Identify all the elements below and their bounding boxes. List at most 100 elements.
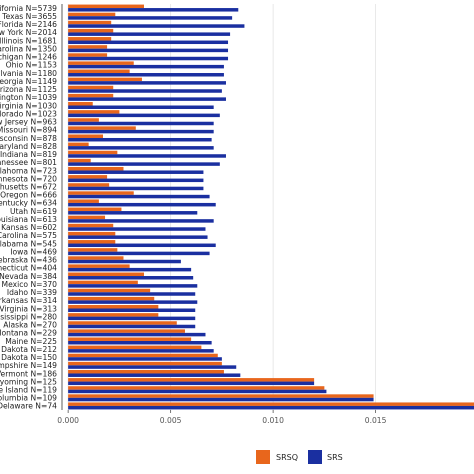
bar-srsq-26: Louisiana N=613 SRSQ: 0.0018 bbox=[68, 215, 106, 220]
bar-srsq-2: Florida N=2146 SRSQ: 0.0021 bbox=[68, 20, 112, 25]
bar-srsq-11: Washington N=1039 SRSQ: 0.0022 bbox=[68, 93, 114, 98]
bar-srs-11: Washington N=1039 SRS: 0.0077 bbox=[68, 97, 226, 101]
bar-srs-12: Virginia N=1030 SRS: 0.0071 bbox=[68, 105, 214, 109]
bar-srs-43: South Dakota N=150 SRS: 0.0075 bbox=[68, 357, 222, 361]
bar-srs-2: Florida N=2146 SRS: 0.0086 bbox=[68, 24, 245, 28]
category-label: Colorado N=1023 bbox=[0, 109, 57, 118]
bar-srsq-20: Oklahoma N=723 SRSQ: 0.0027 bbox=[68, 166, 124, 171]
bar-srsq-38: Mississippi N=280 SRSQ: 0.0044 bbox=[68, 313, 159, 317]
bar-srs-5: North Carolina N=1350 SRS: 0.0078 bbox=[68, 48, 229, 53]
category-label: Montana N=229 bbox=[0, 329, 57, 338]
bar-srsq-28: South Carolina N=575 SRSQ: 0.0023 bbox=[68, 231, 116, 236]
bar-srsq-47: Rhode Island N=119 SRSQ: 0.0125 bbox=[68, 386, 325, 390]
category-label: South Carolina N=575 bbox=[0, 231, 57, 240]
category-label: Indiana N=819 bbox=[0, 150, 57, 159]
x-tick-label-3: 0.015 bbox=[365, 416, 387, 425]
bar-srsq-0: California N=5739 SRSQ: 0.0037 bbox=[68, 4, 144, 9]
bar-srs-38: Mississippi N=280 SRS: 0.0062 bbox=[68, 316, 196, 321]
bar-srsq-35: Idaho N=339 SRSQ: 0.004 bbox=[68, 288, 151, 293]
bar-srsq-40: Montana N=229 SRSQ: 0.0057 bbox=[68, 329, 185, 333]
category-label: District of Columbia N=109 bbox=[0, 394, 57, 403]
category-label: Massachusetts N=672 bbox=[0, 183, 57, 192]
category-label: Wyoming N=125 bbox=[0, 377, 57, 386]
bar-srsq-14: New Jersey N=963 SRSQ: 0.0015 bbox=[68, 118, 99, 122]
category-label: South Dakota N=150 bbox=[0, 353, 57, 362]
bar-srs-48: District of Columbia N=109 SRS: 0.0149 bbox=[68, 397, 374, 402]
bar-srs-25: Utah N=619 SRS: 0.0063 bbox=[68, 211, 198, 215]
bar-srs-42: North Dakota N=212 SRS: 0.0071 bbox=[68, 349, 214, 353]
bar-srs-9: Georgia N=1149 SRS: 0.0077 bbox=[68, 81, 226, 85]
bar-srs-37: West Virginia N=313 SRS: 0.0062 bbox=[68, 308, 196, 312]
bar-srs-18: Indiana N=819 SRS: 0.0077 bbox=[68, 154, 226, 158]
category-label: Pennsylvania N=1180 bbox=[0, 69, 57, 78]
bar-srs-31: Nebraska N=436 SRS: 0.0055 bbox=[68, 259, 181, 264]
bar-srs-23: Oregon N=666 SRS: 0.0069 bbox=[68, 194, 210, 199]
bar-srsq-18: Indiana N=819 SRSQ: 0.0024 bbox=[68, 150, 118, 155]
category-label: Wisconsin N=878 bbox=[0, 134, 57, 143]
bar-srs-35: Idaho N=339 SRS: 0.0062 bbox=[68, 292, 196, 296]
bar-srsq-25: Utah N=619 SRSQ: 0.0026 bbox=[68, 207, 122, 212]
bar-srsq-17: Maryland N=828 SRSQ: 0.001 bbox=[68, 142, 89, 147]
category-label: California N=5739 bbox=[0, 4, 57, 13]
bar-srsq-29: Alabama N=545 SRSQ: 0.0023 bbox=[68, 240, 116, 244]
category-label: Rhode Island N=119 bbox=[0, 386, 57, 395]
category-label: Maine N=225 bbox=[5, 337, 57, 346]
category-label: Alaska N=270 bbox=[3, 321, 57, 330]
bar-srsq-15: Missouri N=894 SRSQ: 0.0033 bbox=[68, 126, 136, 130]
category-label: Oklahoma N=723 bbox=[0, 166, 57, 175]
bar-srsq-34: New Mexico N=370 SRSQ: 0.0034 bbox=[68, 280, 138, 285]
bar-srsq-41: Maine N=225 SRSQ: 0.006 bbox=[68, 337, 192, 341]
bar-srs-16: Wisconsin N=878 SRS: 0.007 bbox=[68, 137, 212, 142]
bar-srsq-23: Oregon N=666 SRSQ: 0.0032 bbox=[68, 191, 134, 195]
category-label: West Virginia N=313 bbox=[0, 304, 57, 313]
legend-swatch-srsq bbox=[256, 450, 270, 464]
category-label: Iowa N=469 bbox=[10, 247, 57, 256]
bar-srsq-49: Delaware N=74 SRSQ: 0.0205 bbox=[68, 402, 474, 406]
category-label: Tennessee N=801 bbox=[0, 158, 57, 167]
bar-srsq-46: Wyoming N=125 SRSQ: 0.012 bbox=[68, 378, 315, 382]
bar-srs-20: Oklahoma N=723 SRS: 0.0066 bbox=[68, 170, 204, 174]
bar-srs-30: Iowa N=469 SRS: 0.0069 bbox=[68, 251, 210, 256]
category-label: Michigan N=1246 bbox=[0, 53, 57, 62]
x-tick-label-2: 0.010 bbox=[262, 416, 284, 425]
category-label: Louisiana N=613 bbox=[0, 215, 57, 224]
bar-srs-33: Nevada N=384 SRS: 0.0061 bbox=[68, 276, 194, 280]
legend-label-srsq: SRSQ bbox=[276, 453, 298, 462]
bar-srs-39: Alaska N=270 SRS: 0.0062 bbox=[68, 324, 196, 329]
bar-srs-44: New Hampshire N=149 SRS: 0.0082 bbox=[68, 365, 237, 369]
category-label: Vermont N=186 bbox=[0, 369, 57, 378]
category-label: Virginia N=1030 bbox=[0, 101, 57, 110]
bar-srsq-32: Connecticut N=404 SRSQ: 0.003 bbox=[68, 264, 130, 268]
bar-srsq-9: Georgia N=1149 SRSQ: 0.0036 bbox=[68, 77, 142, 82]
category-label: Washington N=1039 bbox=[0, 93, 57, 102]
bar-srsq-36: Arkansas N=314 SRSQ: 0.0042 bbox=[68, 296, 155, 301]
bar-srsq-12: Virginia N=1030 SRSQ: 0.0012 bbox=[68, 102, 93, 106]
category-label: Kentucky N=634 bbox=[0, 199, 57, 208]
category-label: Minnesota N=720 bbox=[0, 174, 57, 183]
bar-srs-26: Louisiana N=613 SRS: 0.0071 bbox=[68, 219, 214, 223]
bar-srs-14: New Jersey N=963 SRS: 0.0071 bbox=[68, 121, 214, 126]
category-label: New York N=2014 bbox=[0, 28, 57, 37]
bar-srs-49: Delaware N=74 SRS: 0.0205 bbox=[68, 405, 474, 410]
category-label: Nebraska N=436 bbox=[0, 256, 57, 265]
bar-srsq-19: Tennessee N=801 SRSQ: 0.0011 bbox=[68, 158, 91, 163]
category-label: Arizona N=1125 bbox=[0, 85, 57, 94]
bar-srs-40: Montana N=229 SRS: 0.0067 bbox=[68, 332, 206, 337]
bar-srsq-13: Colorado N=1023 SRSQ: 0.0025 bbox=[68, 110, 120, 114]
bar-srsq-42: North Dakota N=212 SRSQ: 0.0065 bbox=[68, 345, 202, 350]
legend: SRSQ SRS bbox=[256, 450, 343, 464]
category-label: Utah N=619 bbox=[10, 207, 57, 216]
bar-srs-13: Colorado N=1023 SRS: 0.0074 bbox=[68, 113, 220, 118]
bar-srsq-3: New York N=2014 SRSQ: 0.0022 bbox=[68, 28, 114, 33]
bar-srs-22: Massachusetts N=672 SRS: 0.0066 bbox=[68, 186, 204, 191]
category-label: New Mexico N=370 bbox=[0, 280, 57, 289]
bar-srs-41: Maine N=225 SRS: 0.007 bbox=[68, 340, 212, 345]
bar-srs-21: Minnesota N=720 SRS: 0.0066 bbox=[68, 178, 204, 183]
bar-srsq-1: Texas N=3655 SRSQ: 0.0023 bbox=[68, 12, 116, 17]
bar-srsq-5: North Carolina N=1350 SRSQ: 0.0019 bbox=[68, 45, 108, 49]
category-label: New Hampshire N=149 bbox=[0, 361, 57, 370]
bar-srsq-8: Pennsylvania N=1180 SRSQ: 0.003 bbox=[68, 69, 130, 74]
bar-srsq-44: New Hampshire N=149 SRSQ: 0.0075 bbox=[68, 361, 222, 366]
bar-srsq-27: Kansas N=602 SRSQ: 0.0022 bbox=[68, 223, 114, 228]
